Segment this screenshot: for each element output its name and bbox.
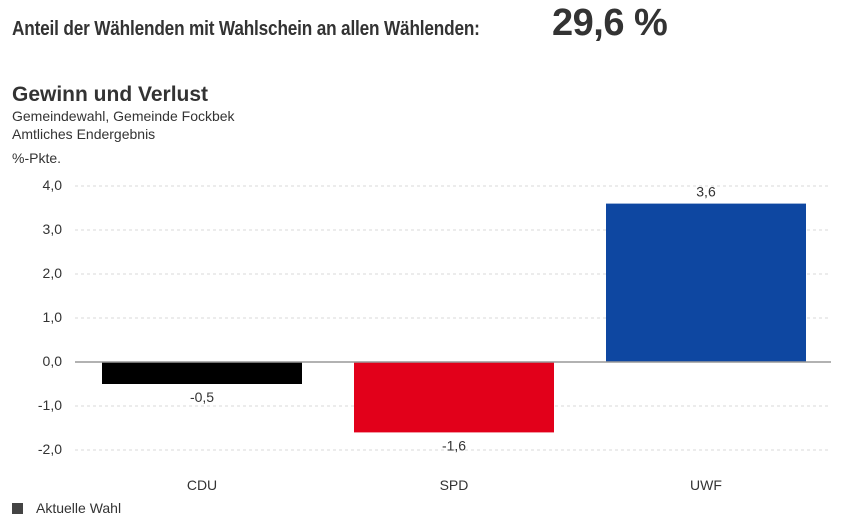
- headline: Anteil der Wählenden mit Wahlschein an a…: [12, 2, 668, 45]
- chart-status: Amtliches Endergebnis: [12, 126, 156, 142]
- y-tick-label: -2,0: [38, 441, 62, 457]
- y-tick-label: 2,0: [43, 265, 63, 281]
- x-label-cdu: CDU: [187, 477, 217, 493]
- y-tick-label: 0,0: [43, 353, 63, 369]
- chart-subtitle: Gemeindewahl, Gemeinde Fockbek: [12, 108, 235, 124]
- y-axis-ticks: 4,0 3,0 2,0 1,0 0,0 -1,0 -2,0: [38, 177, 62, 457]
- legend: Aktuelle Wahl: [12, 500, 121, 516]
- y-tick-label: 3,0: [43, 221, 63, 237]
- bars: [102, 203, 806, 433]
- bar-uwf: [606, 203, 806, 362]
- headline-value: 29,6 %: [552, 2, 668, 44]
- x-label-uwf: UWF: [690, 477, 722, 493]
- x-axis-labels: CDU SPD UWF: [187, 477, 722, 493]
- data-label-spd: -1,6: [442, 437, 466, 453]
- chart-title: Gewinn und Verlust: [12, 83, 209, 106]
- data-label-uwf: 3,6: [696, 184, 716, 200]
- y-tick-label: 4,0: [43, 177, 63, 193]
- legend-label: Aktuelle Wahl: [36, 500, 122, 516]
- data-label-cdu: -0,5: [190, 389, 214, 405]
- bar-cdu: [102, 362, 302, 384]
- y-tick-label: -1,0: [38, 397, 62, 413]
- legend-swatch: [12, 502, 23, 514]
- y-axis-unit: %-Pkte.: [12, 150, 62, 166]
- headline-label: Anteil der Wählenden mit Wahlschein an a…: [12, 18, 480, 40]
- y-tick-label: 1,0: [43, 309, 63, 325]
- x-label-spd: SPD: [440, 477, 469, 493]
- data-labels: -0,5 -1,6 3,6: [190, 184, 716, 454]
- bar-spd: [354, 362, 554, 433]
